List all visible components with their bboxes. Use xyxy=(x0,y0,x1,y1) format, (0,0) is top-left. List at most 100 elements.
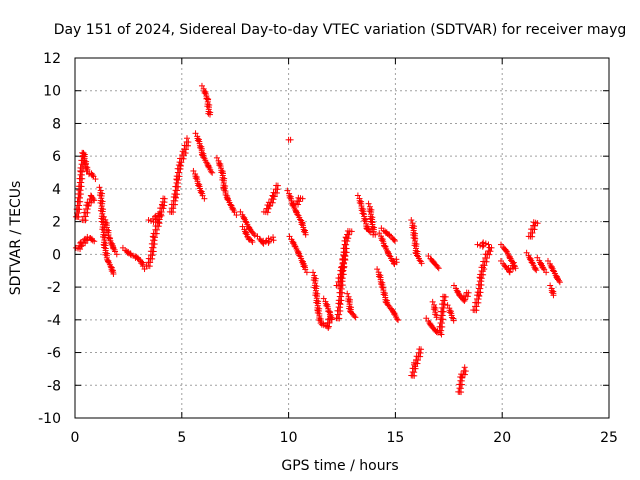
data-point xyxy=(194,137,201,144)
data-point xyxy=(299,195,306,202)
data-point xyxy=(270,237,277,244)
data-segment xyxy=(378,225,398,244)
y-tick-label: 6 xyxy=(52,149,61,165)
data-point xyxy=(77,246,84,253)
data-point xyxy=(482,240,489,247)
data-point xyxy=(326,319,333,326)
data-point xyxy=(358,207,365,214)
data-point xyxy=(242,230,249,237)
data-point xyxy=(435,265,442,272)
data-point xyxy=(296,252,303,259)
data-point xyxy=(153,216,160,223)
data-segment xyxy=(145,210,165,225)
data-point xyxy=(195,182,202,189)
data-point xyxy=(310,276,317,283)
data-point xyxy=(184,135,191,142)
data-segment xyxy=(192,130,216,176)
y-tick-label: -8 xyxy=(47,378,61,394)
data-point xyxy=(486,251,493,258)
data-segment xyxy=(320,295,335,323)
data-segment xyxy=(333,241,350,289)
data-point xyxy=(80,152,87,159)
data-point xyxy=(328,316,335,323)
data-segment xyxy=(354,192,377,238)
data-point xyxy=(344,290,351,297)
data-point xyxy=(198,151,205,158)
data-point xyxy=(100,213,107,220)
data-point xyxy=(464,293,471,300)
data-point xyxy=(352,314,359,321)
data-point xyxy=(284,187,291,194)
data-point xyxy=(85,203,92,210)
y-tick-label: -4 xyxy=(47,313,61,329)
data-point xyxy=(213,154,220,161)
data-point xyxy=(303,269,310,276)
data-segment xyxy=(408,346,425,379)
data-point xyxy=(248,237,255,244)
data-point xyxy=(274,182,281,189)
data-point xyxy=(141,266,148,273)
data-point xyxy=(113,251,120,258)
data-point xyxy=(96,192,103,199)
data-point xyxy=(197,189,204,196)
data-point xyxy=(339,267,345,274)
data-point xyxy=(250,230,257,237)
data-point xyxy=(474,241,481,248)
data-point xyxy=(91,238,98,245)
data-point xyxy=(432,311,439,318)
data-segment xyxy=(534,254,550,276)
y-tick-label: 4 xyxy=(52,182,61,198)
data-point xyxy=(233,212,240,219)
data-point xyxy=(227,201,234,208)
data-point xyxy=(97,199,104,206)
data-point xyxy=(372,231,379,238)
data-point xyxy=(346,231,353,238)
data-point xyxy=(100,233,107,240)
data-segment xyxy=(408,217,425,267)
data-point xyxy=(418,260,425,267)
data-segment xyxy=(198,82,214,118)
data-segment xyxy=(290,194,306,208)
data-segment xyxy=(100,213,120,258)
data-point xyxy=(348,228,355,235)
data-point xyxy=(393,256,400,263)
x-tick-label: 25 xyxy=(600,430,618,446)
data-point xyxy=(160,205,167,212)
data-point xyxy=(377,281,384,288)
y-tick-label: 2 xyxy=(52,215,61,231)
data-point xyxy=(105,234,112,241)
data-point xyxy=(459,374,466,381)
data-segment xyxy=(425,253,442,272)
data-point xyxy=(506,254,513,261)
y-tick-label: -6 xyxy=(47,346,61,362)
data-point xyxy=(444,302,451,309)
data-point xyxy=(378,237,385,244)
data-point xyxy=(434,264,441,271)
data-point xyxy=(270,234,277,241)
data-point xyxy=(488,244,495,251)
y-tick-label: -2 xyxy=(47,280,61,296)
data-point xyxy=(251,232,258,239)
y-tick-labels: -10 -8 -6 -4 -2 0 2 4 6 8 10 12 xyxy=(38,51,61,427)
data-segment xyxy=(365,200,379,238)
data-point xyxy=(446,309,453,316)
data-point xyxy=(480,239,487,246)
data-segment xyxy=(374,266,402,324)
data-segment xyxy=(237,208,258,239)
data-point xyxy=(239,223,246,230)
data-point xyxy=(311,284,318,291)
data-point xyxy=(369,225,376,232)
data-segment xyxy=(254,233,277,247)
y-tick-label: 0 xyxy=(52,247,61,263)
data-point xyxy=(430,306,437,313)
data-segment xyxy=(119,244,148,273)
data-point xyxy=(91,197,98,204)
data-point xyxy=(376,273,383,280)
data-point xyxy=(209,169,216,176)
data-segment xyxy=(544,257,563,286)
data-point xyxy=(442,293,449,300)
data-point xyxy=(201,90,208,97)
data-point xyxy=(96,184,103,191)
data-point xyxy=(418,346,425,353)
data-point xyxy=(533,267,540,274)
